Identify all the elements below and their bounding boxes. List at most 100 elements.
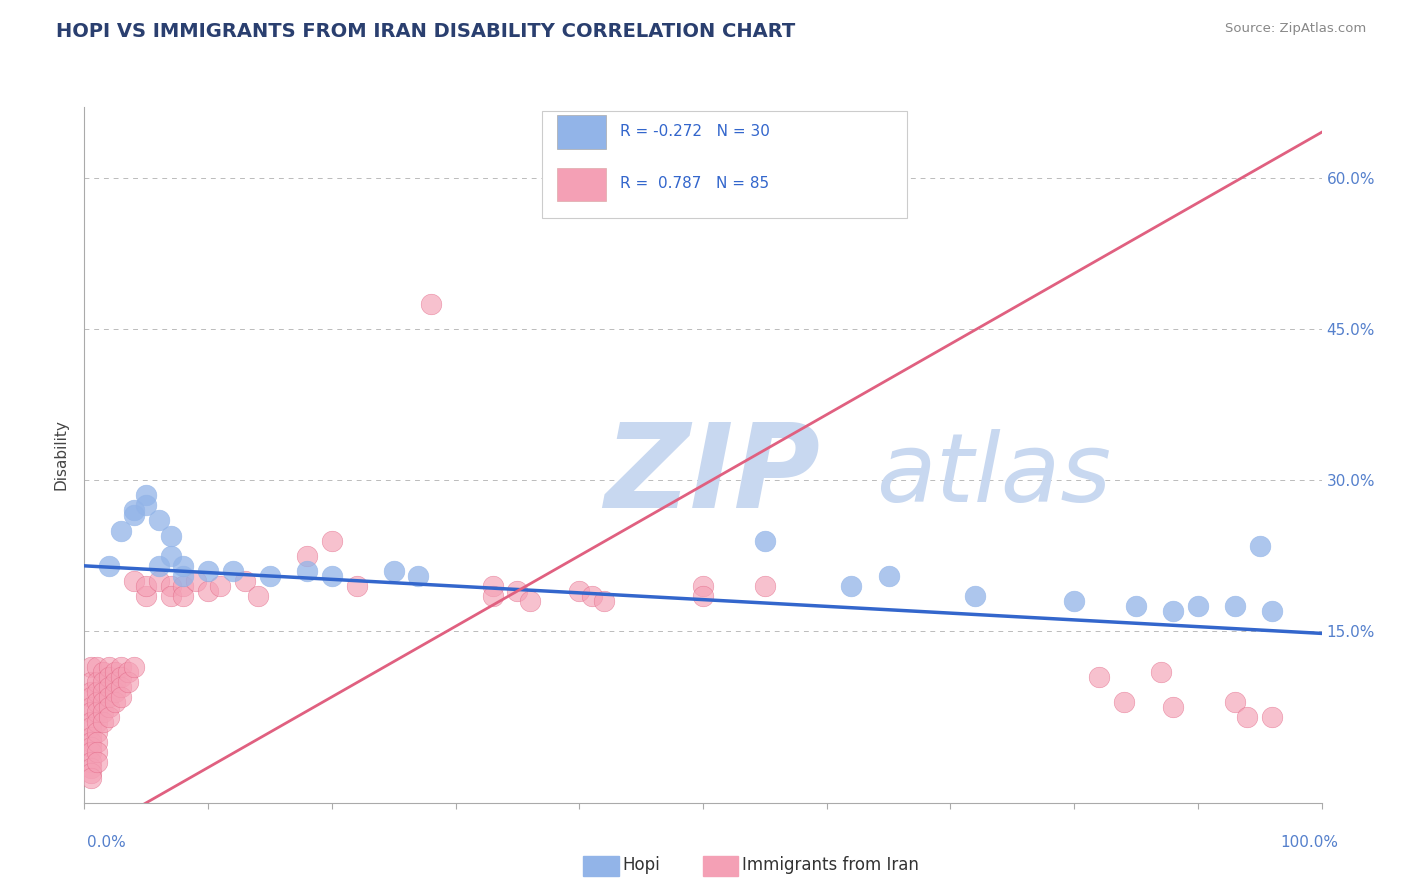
Point (98, 659, 121, 673)
Point (877, 569, 900, 583)
Point (1223, 599, 1246, 614)
Point (321, 569, 343, 583)
Point (110, 670, 132, 684)
Point (160, 549, 183, 563)
Point (79, 674, 101, 689)
Point (110, 659, 132, 673)
Point (233, 574, 256, 588)
Point (1112, 695, 1135, 709)
Point (79, 745, 101, 759)
Text: atlas: atlas (876, 429, 1111, 523)
Point (117, 665, 139, 679)
Point (86, 705, 108, 719)
Point (135, 589, 157, 603)
Point (79, 700, 101, 714)
Point (91, 665, 114, 679)
Point (197, 584, 219, 599)
Point (117, 674, 139, 689)
Point (79, 760, 101, 774)
Point (79, 731, 101, 745)
Point (246, 589, 269, 603)
Point (135, 499, 157, 513)
Point (1063, 594, 1085, 608)
Point (79, 756, 101, 770)
Point (86, 715, 108, 730)
Point (346, 579, 368, 593)
Text: ZIP: ZIP (605, 418, 820, 533)
Point (104, 674, 127, 689)
Point (110, 524, 132, 538)
Point (110, 680, 132, 694)
Point (419, 296, 441, 310)
Point (172, 569, 194, 583)
Y-axis label: Disability: Disability (53, 419, 69, 491)
Point (86, 685, 108, 699)
Point (692, 589, 714, 603)
Point (98, 558, 121, 573)
Point (481, 579, 503, 593)
Point (1088, 670, 1111, 684)
Point (148, 513, 170, 527)
Point (86, 756, 108, 770)
Point (754, 579, 776, 593)
Point (86, 659, 108, 673)
Point (160, 579, 183, 593)
Point (122, 508, 145, 523)
Point (1161, 604, 1184, 618)
Point (79, 740, 101, 755)
Point (172, 579, 194, 593)
Point (382, 564, 405, 578)
Text: Source: ZipAtlas.com: Source: ZipAtlas.com (1226, 22, 1367, 36)
Point (321, 533, 343, 548)
Point (104, 665, 127, 679)
Point (91, 705, 114, 719)
Point (692, 579, 714, 593)
Point (79, 690, 101, 704)
Point (79, 720, 101, 734)
Point (172, 558, 194, 573)
Point (965, 589, 987, 603)
FancyBboxPatch shape (557, 115, 606, 149)
Point (104, 685, 127, 699)
Point (1261, 710, 1284, 724)
Point (593, 594, 616, 608)
Point (222, 564, 245, 578)
Point (1249, 539, 1271, 553)
Point (148, 574, 170, 588)
Point (122, 659, 145, 673)
Point (98, 700, 121, 714)
Point (79, 735, 101, 749)
Point (79, 659, 101, 673)
Point (1150, 665, 1173, 679)
Point (259, 569, 281, 583)
Point (91, 715, 114, 730)
Point (209, 579, 232, 593)
Point (79, 771, 101, 785)
Point (86, 695, 108, 709)
Text: 0.0%: 0.0% (87, 836, 127, 850)
Point (1125, 599, 1147, 614)
Point (79, 765, 101, 780)
FancyBboxPatch shape (557, 168, 606, 201)
Text: 100.0%: 100.0% (1281, 836, 1339, 850)
Point (1187, 599, 1209, 614)
Point (1261, 604, 1284, 618)
Point (506, 584, 529, 599)
Point (79, 685, 101, 699)
Point (1223, 695, 1246, 709)
Point (91, 685, 114, 699)
Text: HOPI VS IMMIGRANTS FROM IRAN DISABILITY CORRELATION CHART: HOPI VS IMMIGRANTS FROM IRAN DISABILITY … (56, 22, 796, 41)
Point (135, 579, 157, 593)
Point (295, 549, 318, 563)
Point (160, 528, 183, 542)
Point (148, 558, 170, 573)
Point (91, 695, 114, 709)
Point (86, 745, 108, 759)
Point (184, 574, 207, 588)
Text: Immigrants from Iran: Immigrants from Iran (742, 856, 920, 874)
Text: Hopi: Hopi (623, 856, 661, 874)
Text: R =  0.787   N = 85: R = 0.787 N = 85 (620, 176, 769, 191)
Point (1236, 710, 1258, 724)
Point (172, 589, 194, 603)
Point (295, 564, 318, 578)
